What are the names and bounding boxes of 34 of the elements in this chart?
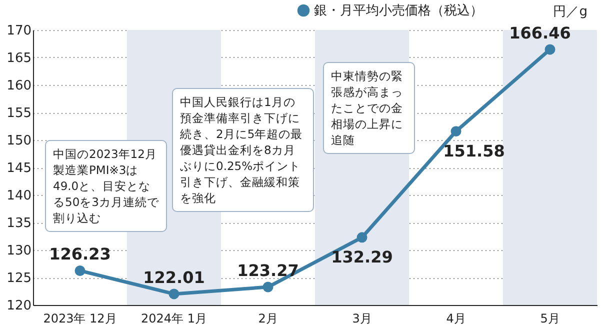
point — [544, 44, 556, 55]
data-label: 151.58 — [443, 141, 505, 160]
point — [74, 266, 86, 276]
point — [168, 288, 180, 300]
data-label: 166.46 — [509, 23, 571, 42]
annotation: 中東情勢の緊張感が高まったことでの金相場の上昇に追随 — [323, 62, 415, 154]
point — [450, 126, 462, 137]
y-tick-label: 125 — [6, 271, 32, 286]
x-tick-label: 2024年 1月 — [141, 312, 207, 326]
x-tick-label: 2月 — [258, 312, 278, 326]
y-tick-label: 130 — [6, 244, 32, 258]
data-label: 123.27 — [237, 261, 299, 280]
point — [262, 282, 274, 292]
y-tick-label: 150 — [6, 134, 32, 148]
data-label: 126.23 — [49, 244, 111, 264]
point — [356, 232, 368, 243]
data-label: 122.01 — [143, 268, 205, 287]
y-axis-title: 円／g — [553, 4, 588, 20]
x-tick-label: 3月 — [352, 312, 372, 326]
y-tick-label: 145 — [6, 161, 32, 176]
y-tick-label: 165 — [6, 51, 32, 66]
y-tick-label: 170 — [6, 24, 32, 38]
annotation: 中国の2023年12月製造業PMI※3は49.0と、目安となる50を3カ月連続で割り込む — [45, 140, 167, 232]
legend-label: 銀・月平均小売価格（税込） — [314, 4, 483, 18]
data-label: 132.29 — [331, 247, 393, 266]
y-tick-label: 135 — [6, 216, 32, 231]
annotation: 中国人民銀行は1月の預金準備率引き下げに続き、2月に5年超の最優遇貸出金利を8カ月ぶりに0.25%ポイント引き下げ、金融緩和策を強化 — [172, 88, 314, 212]
y-tick-label: 120 — [6, 298, 32, 314]
x-tick-label: 5月 — [540, 312, 560, 326]
x-tick-label: 4月 — [446, 312, 466, 326]
y-tick-label: 155 — [6, 106, 32, 121]
y-tick-label: 160 — [6, 78, 32, 94]
y-tick-label: 140 — [6, 188, 32, 204]
x-tick-label: 2023年 12月 — [43, 312, 117, 326]
